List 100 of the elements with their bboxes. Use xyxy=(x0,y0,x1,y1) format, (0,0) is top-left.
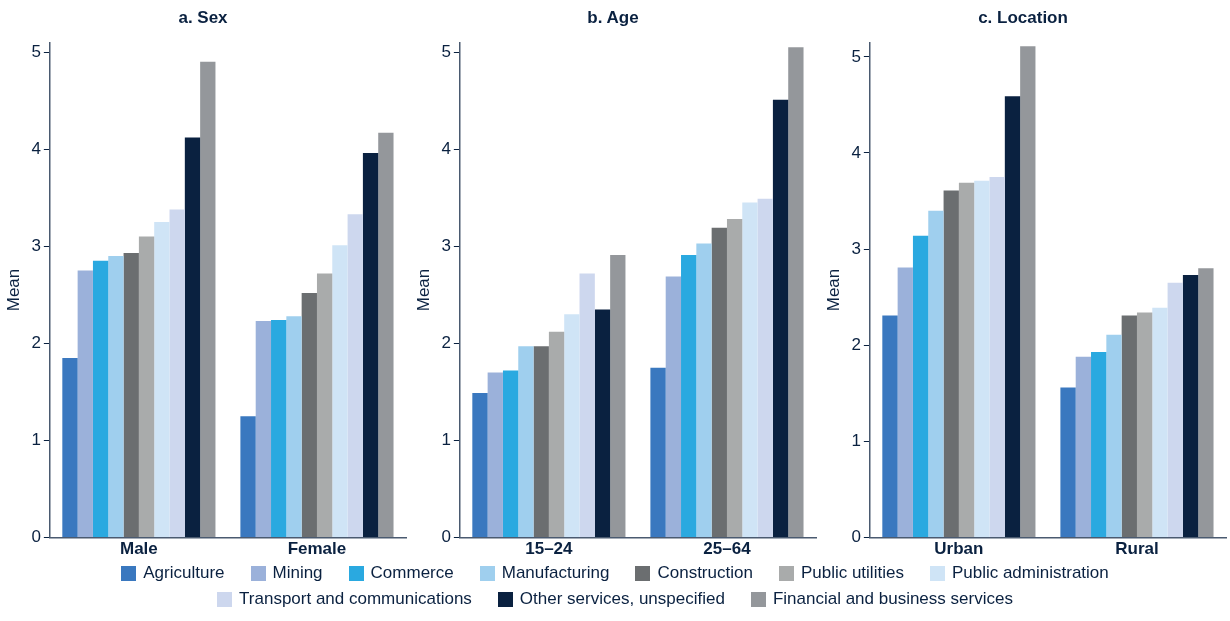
y-tick-label: 0 xyxy=(31,527,41,547)
bar xyxy=(974,180,990,538)
y-tick-label: 1 xyxy=(851,431,861,451)
y-tick-label: 5 xyxy=(31,41,41,61)
bar xyxy=(301,292,317,538)
bar xyxy=(579,273,595,538)
y-tick-label: 3 xyxy=(851,238,861,258)
y-tick-label: 5 xyxy=(851,46,861,66)
bar xyxy=(650,367,666,538)
bar xyxy=(897,267,913,538)
bar xyxy=(77,270,93,538)
bar xyxy=(665,276,682,538)
bar xyxy=(548,331,565,538)
y-tick-label: 1 xyxy=(441,430,451,450)
bar xyxy=(1020,46,1036,538)
bar xyxy=(378,132,394,538)
chart-title: c. Location xyxy=(978,7,1068,27)
bar xyxy=(610,255,626,538)
y-tick-label: 4 xyxy=(441,138,451,158)
bar xyxy=(726,219,743,538)
y-tick-label: 2 xyxy=(441,333,451,353)
bar xyxy=(332,245,348,538)
bar xyxy=(533,346,549,538)
bar xyxy=(1167,282,1183,538)
bar xyxy=(240,416,256,538)
bar xyxy=(1060,387,1076,538)
bar xyxy=(154,222,170,538)
legend-label: Other services, unspecified xyxy=(519,588,725,610)
bar xyxy=(1075,356,1092,538)
y-tick-label: 1 xyxy=(31,430,41,450)
legend-label: Financial and business services xyxy=(772,588,1013,610)
bar xyxy=(772,99,789,538)
bar xyxy=(681,255,697,538)
bar xyxy=(169,209,185,538)
bar xyxy=(362,153,379,538)
bar xyxy=(92,260,109,538)
y-tick-label: 0 xyxy=(851,527,861,547)
bar xyxy=(502,370,519,538)
bar xyxy=(108,256,124,538)
bar xyxy=(123,253,139,538)
x-tick-label: 25–64 xyxy=(703,539,752,559)
legend-label: Commerce xyxy=(370,562,454,584)
bar xyxy=(594,309,611,538)
bar xyxy=(184,137,201,538)
bar xyxy=(564,314,580,538)
bar xyxy=(286,316,302,538)
bar xyxy=(487,372,503,538)
bar xyxy=(1121,315,1137,538)
bar xyxy=(271,320,287,538)
x-tick-label: Male xyxy=(119,539,158,559)
chart-title: b. Age xyxy=(587,7,639,27)
bar xyxy=(757,198,773,538)
bar xyxy=(1152,307,1168,538)
bar xyxy=(711,227,727,538)
bar xyxy=(989,177,1005,538)
legend-label: Public utilities xyxy=(800,562,904,584)
legend-label: Construction xyxy=(657,562,753,584)
y-axis-title: Mean xyxy=(823,268,843,312)
y-tick-label: 0 xyxy=(441,527,451,547)
bar xyxy=(958,182,975,538)
x-tick-label: 15–24 xyxy=(525,539,574,559)
bar xyxy=(912,235,929,538)
bar xyxy=(943,190,959,538)
bar xyxy=(200,61,216,538)
bar xyxy=(742,202,758,538)
bar xyxy=(255,321,272,538)
bar xyxy=(928,210,944,538)
bar xyxy=(62,357,78,538)
bar xyxy=(138,236,155,538)
x-tick-label: Rural xyxy=(1115,539,1159,559)
y-tick-label: 2 xyxy=(31,333,41,353)
chart-title: a. Sex xyxy=(178,7,229,27)
bar xyxy=(788,47,804,538)
bar xyxy=(1136,312,1153,538)
legend-label: Mining xyxy=(272,562,323,584)
bar xyxy=(1004,96,1021,538)
bar xyxy=(882,315,898,538)
y-tick-label: 3 xyxy=(441,235,451,255)
legend-label: Public administration xyxy=(951,562,1109,584)
y-tick-label: 3 xyxy=(31,235,41,255)
y-axis-title: Mean xyxy=(3,268,23,312)
x-tick-label: Urban xyxy=(934,539,984,559)
bar xyxy=(347,214,363,538)
y-tick-label: 5 xyxy=(441,41,451,61)
x-tick-label: Female xyxy=(287,539,347,559)
legend-label: Agriculture xyxy=(143,562,225,584)
bar xyxy=(316,273,333,538)
bar xyxy=(518,346,534,538)
y-axis-title: Mean xyxy=(413,268,433,312)
y-tick-label: 4 xyxy=(851,142,861,162)
legend-label: Manufacturing xyxy=(501,562,610,584)
bar xyxy=(696,243,712,538)
bar xyxy=(1198,268,1214,538)
legend-label: Transport and communications xyxy=(239,588,472,610)
bar xyxy=(1182,275,1199,538)
bar xyxy=(472,392,488,538)
y-tick-label: 2 xyxy=(851,334,861,354)
bar xyxy=(1106,334,1122,538)
bar xyxy=(1091,352,1107,538)
y-tick-label: 4 xyxy=(31,138,41,158)
